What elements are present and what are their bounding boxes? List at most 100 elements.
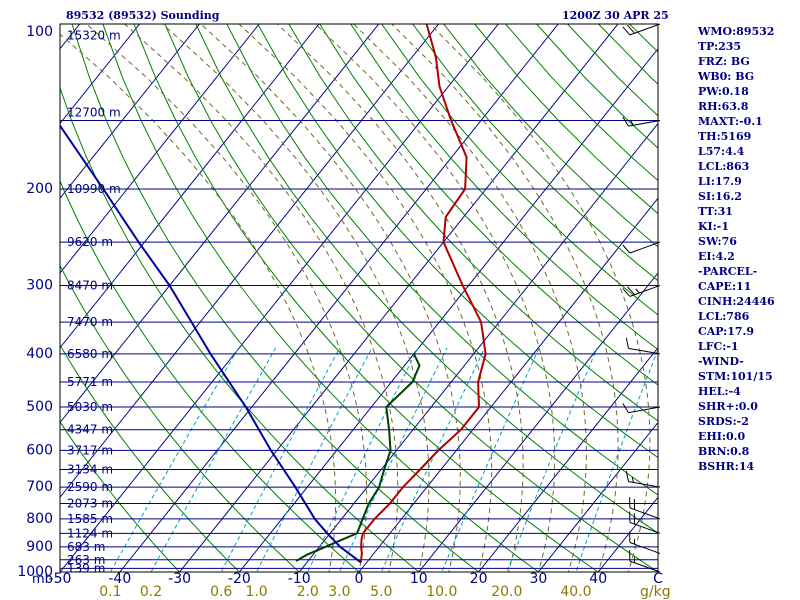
isotherm-line <box>60 24 439 499</box>
dry-adiabat <box>288 24 658 422</box>
height-label: 3717 m <box>67 443 113 457</box>
index-line: LCL:786 <box>698 310 750 323</box>
height-label: 1124 m <box>67 526 113 540</box>
height-label: 2073 m <box>67 497 113 511</box>
wind-barbs <box>622 23 661 573</box>
sounding-profiles <box>60 24 487 564</box>
height-label: 1585 m <box>67 512 113 526</box>
sounding-title: 89532 (89532) Sounding <box>66 9 220 22</box>
moist-adiabat <box>429 24 651 572</box>
grid-lines <box>0 24 658 572</box>
index-line: SW:76 <box>698 235 737 248</box>
height-label: 2590 m <box>67 480 113 494</box>
pressure-tick-label: 300 <box>26 278 53 294</box>
moist-adiabat <box>162 24 430 572</box>
index-line: WMO:89532 <box>698 25 775 38</box>
wind-barb <box>622 241 661 254</box>
height-label: 263 m <box>67 553 105 567</box>
wind-barb <box>622 116 661 127</box>
temperature-tick-label: -20 <box>228 571 251 587</box>
dry-adiabat <box>381 24 658 316</box>
pressure-tick-label: 100 <box>26 24 53 40</box>
wind-barb <box>622 403 661 414</box>
index-line: CAP:17.9 <box>698 325 755 338</box>
mixing-ratio-label: 0.1 <box>99 584 121 600</box>
dewpoint-profile <box>295 353 421 562</box>
plot-frame <box>59 23 659 573</box>
mixing-ratio-line <box>441 347 540 572</box>
height-label: 683 m <box>67 540 105 554</box>
moist-adiabat <box>391 24 619 572</box>
pressure-tick-label: 700 <box>26 479 53 495</box>
index-line: TH:5169 <box>698 130 752 143</box>
index-line: LFC:-1 <box>698 340 739 353</box>
dry-adiabat <box>71 24 480 572</box>
index-line: HEL:-4 <box>698 385 741 398</box>
moist-adiabat <box>200 24 461 572</box>
isotherm-line <box>478 346 658 572</box>
moist-adiabat <box>315 24 556 572</box>
temperature-tick-label: 10 <box>410 571 428 587</box>
height-label: 12700 m <box>67 105 121 119</box>
height-label: 3134 m <box>67 463 113 477</box>
height-label: 5771 m <box>67 375 113 389</box>
axis-labels: 15320 m 12700 m 10990 m 9620 m 8470 m 7470 m 6… <box>17 24 670 600</box>
temperature-tick-label: 20 <box>470 571 488 587</box>
index-line: EI:4.2 <box>698 250 735 263</box>
wind-barb <box>629 511 661 534</box>
index-line: EHI:0.0 <box>698 430 746 443</box>
dry-adiabat <box>164 24 658 572</box>
index-line: BRN:0.8 <box>698 445 750 458</box>
mixing-ratio-label: 0.2 <box>140 584 162 600</box>
temperature-profile <box>359 24 487 563</box>
pressure-tick-label: 500 <box>26 399 53 415</box>
pressure-tick-label: 400 <box>26 346 53 362</box>
index-line: STM:101/15 <box>698 370 773 383</box>
wind-barb <box>629 531 661 554</box>
index-line: -PARCEL- <box>698 265 758 278</box>
index-line: CINH:24446 <box>698 295 775 308</box>
index-line: SI:16.2 <box>698 190 742 203</box>
pressure-unit-label: mb <box>32 572 53 587</box>
height-label: 4347 m <box>67 423 113 437</box>
sounding-time: 1200Z 30 APR 25 <box>562 9 669 22</box>
temperature-tick-label: C <box>653 571 663 587</box>
pressure-tick-label: 600 <box>26 442 53 458</box>
wind-barb <box>622 284 661 297</box>
mixing-ratio-line <box>109 347 240 572</box>
height-label: 10990 m <box>67 182 121 196</box>
index-line: CAPE:11 <box>698 280 752 293</box>
index-line: RH:63.8 <box>698 100 749 113</box>
isotherm-line <box>358 197 658 572</box>
height-label: 6580 m <box>67 347 113 361</box>
dry-adiabat <box>195 24 658 534</box>
dry-adiabat <box>60 344 241 572</box>
height-label: 15320 m <box>67 29 121 43</box>
height-label: 139 m <box>67 561 105 575</box>
moist-adiabat <box>238 24 493 572</box>
dry-adiabat <box>102 24 540 572</box>
isotherm-line <box>0 24 20 572</box>
mixing-ratio-line <box>506 347 598 572</box>
wind-barb <box>622 23 661 36</box>
dry-adiabat <box>226 24 658 496</box>
pressure-tick-label: 900 <box>26 539 53 555</box>
wind-barb <box>625 470 661 488</box>
index-line: PW:0.18 <box>698 85 749 98</box>
index-line: SHR+:0.0 <box>698 400 758 413</box>
isotherm-line <box>298 122 658 572</box>
isotherm-line <box>60 24 140 125</box>
isotherm-line <box>60 24 200 200</box>
mixing-ratio-label: 3.0 <box>328 584 350 600</box>
index-line: FRZ: BG <box>698 55 750 68</box>
mixing-ratio-label: 10.0 <box>426 584 457 600</box>
wind-barb <box>625 337 661 355</box>
mixing-ratio-label: 0.6 <box>210 584 232 600</box>
mixing-ratio-line <box>380 347 486 572</box>
isotherm-line <box>179 24 619 572</box>
index-line: BSHR:14 <box>698 460 755 473</box>
isotherm-line <box>538 421 658 572</box>
index-line: SRDS:-2 <box>698 415 749 428</box>
height-label: 7470 m <box>67 315 113 329</box>
height-label: 9620 m <box>67 235 113 249</box>
